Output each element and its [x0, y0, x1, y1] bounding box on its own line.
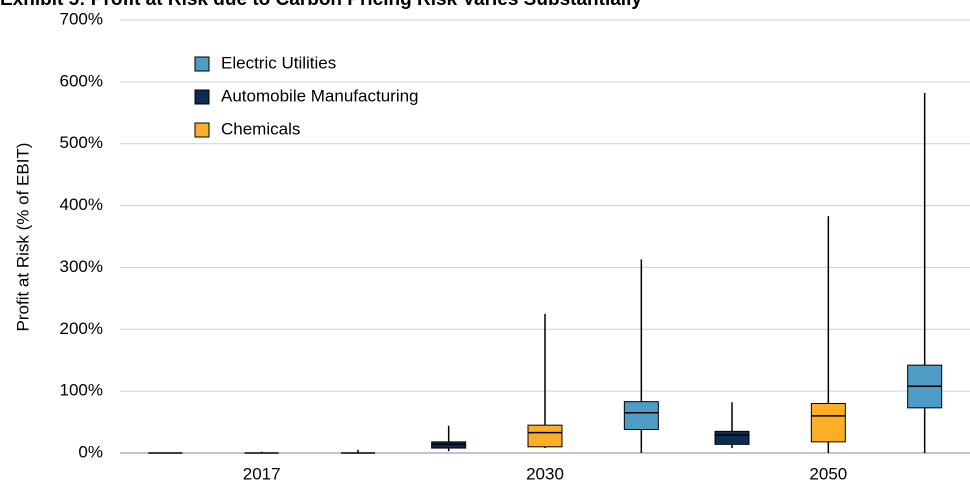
y-tick-label: 300%: [60, 257, 103, 276]
x-tick-label: 2017: [243, 464, 281, 483]
legend-swatch: [194, 122, 210, 138]
y-tick-label: 200%: [60, 319, 103, 338]
y-tick-label: 0%: [78, 442, 103, 461]
legend-label: Electric Utilities: [221, 53, 336, 72]
x-tick-label: 2050: [809, 464, 847, 483]
y-tick-label: 600%: [60, 71, 103, 90]
legend-swatch: [194, 89, 210, 105]
box: [810, 403, 846, 443]
y-tick-label: 100%: [60, 381, 103, 400]
y-tick-label: 400%: [60, 195, 103, 214]
box: [527, 424, 563, 448]
y-axis-label: Profit at Risk (% of EBIT): [13, 143, 32, 332]
box: [714, 430, 750, 445]
y-tick-label: 500%: [60, 133, 103, 152]
y-tick-label: 700%: [60, 9, 103, 28]
box: [623, 401, 659, 430]
legend-swatch: [194, 56, 210, 72]
legend-label: Automobile Manufacturing: [221, 86, 419, 105]
x-tick-label: 2030: [526, 464, 564, 483]
chart-title: Exhibit 5: Profit at Risk due to Carbon …: [0, 0, 642, 10]
legend-label: Chemicals: [221, 119, 300, 138]
